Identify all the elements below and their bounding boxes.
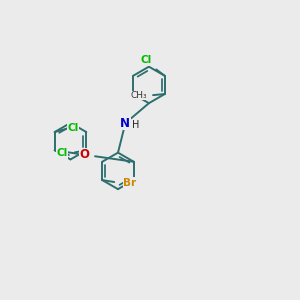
- Text: N: N: [120, 117, 130, 130]
- Text: Cl: Cl: [140, 56, 152, 65]
- Text: Br: Br: [123, 178, 136, 188]
- Text: H: H: [132, 120, 139, 130]
- Text: CH₃: CH₃: [130, 91, 147, 100]
- Text: Cl: Cl: [56, 148, 68, 158]
- Text: Cl: Cl: [68, 123, 79, 133]
- Text: O: O: [79, 148, 89, 161]
